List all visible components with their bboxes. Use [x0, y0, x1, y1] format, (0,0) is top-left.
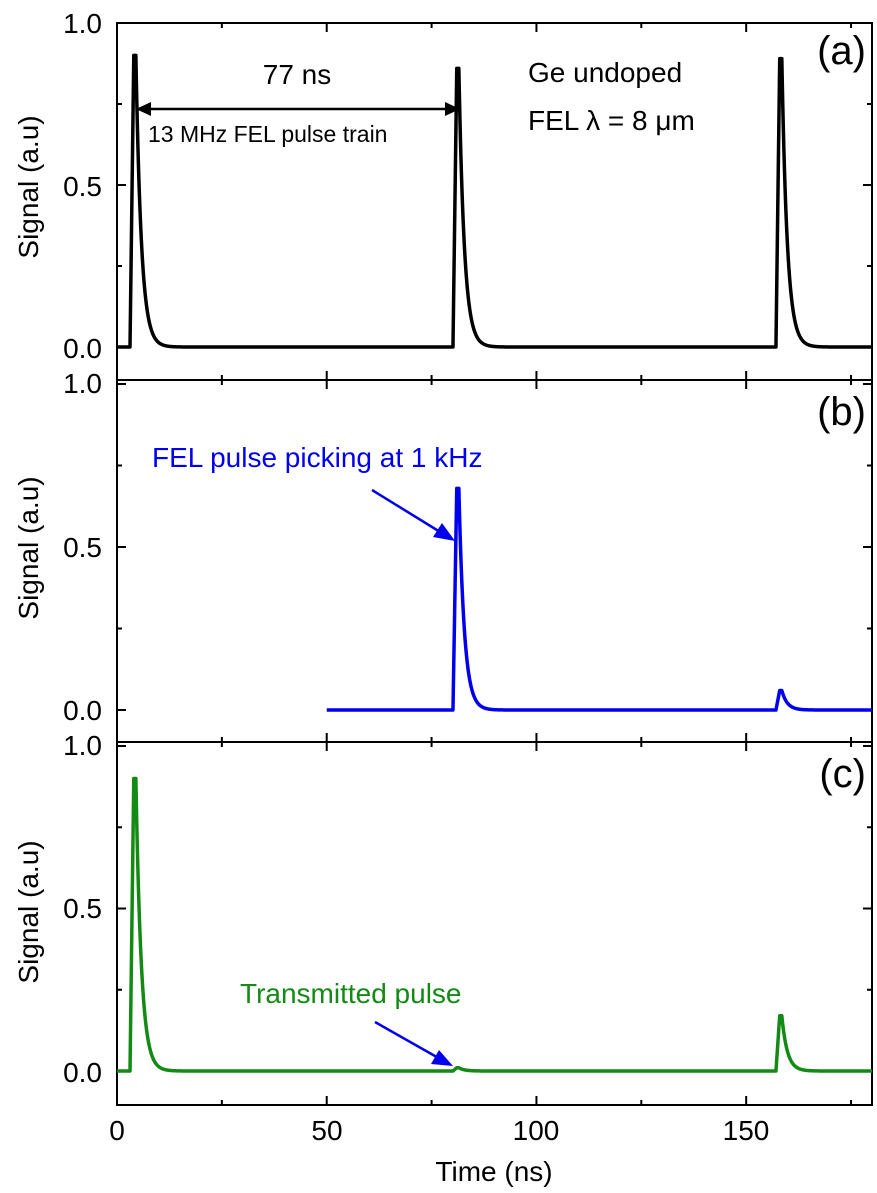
panel-a-ylabel: Signal (a.u) [13, 115, 44, 258]
panel-a-series-line [115, 53, 874, 349]
panel-c-ytick-2: 0.5 [63, 893, 102, 924]
panel-a-ytick-1: 1.0 [63, 8, 102, 39]
x-tick-label-1: 50 [311, 1115, 342, 1146]
x-axis-title: Time (ns) [435, 1156, 552, 1187]
panel-b-series-line [325, 486, 874, 712]
panel-c-transmitted-arrowhead [431, 1050, 453, 1066]
panel-c-transmitted-arrow [374, 1020, 443, 1062]
panel-a-sample-label: Ge undoped [528, 57, 682, 88]
panel-a-period-label: 77 ns [263, 59, 332, 90]
panel-a-frame [116, 22, 873, 381]
panel-a-ytick-2: 0.5 [63, 171, 102, 202]
panel-a-ytick-3: 0.0 [63, 333, 102, 364]
x-tick-label-0: 0 [109, 1115, 125, 1146]
panel-a-label: (a) [817, 29, 866, 73]
panel-a: 1.0 0.5 0.0 Signal (a.u) (a) 77 ns 13 MH… [13, 8, 874, 381]
panel-b-ytick-2: 0.5 [63, 532, 102, 563]
panel-b-ytick-3: 0.0 [63, 695, 102, 726]
panel-b-picking-arrowhead [433, 523, 455, 541]
panel-c-series-line [115, 776, 874, 1073]
panel-b-label: (b) [817, 390, 866, 434]
panel-b-ticks [116, 380, 872, 742]
panel-c-label: (c) [819, 752, 866, 796]
panel-b-ytick-1: 1.0 [63, 368, 102, 399]
panel-c-frame [116, 741, 873, 1106]
panel-a-wavelength-label: FEL λ = 8 μm [528, 105, 695, 136]
panel-c-ytick-1: 1.0 [63, 730, 102, 761]
panel-c-ylabel: Signal (a.u) [13, 840, 44, 983]
x-tick-label-2: 100 [513, 1115, 560, 1146]
panel-a-ticks [116, 22, 872, 380]
panel-b-ylabel: Signal (a.u) [13, 476, 44, 619]
panel-c-ticks [116, 742, 872, 1105]
panel-a-arrowhead-left [136, 102, 151, 116]
x-tick-label-3: 150 [723, 1115, 770, 1146]
panel-a-train-label: 13 MHz FEL pulse train [148, 121, 387, 147]
panel-b: 1.0 0.5 0.0 Signal (a.u) (b) FEL pulse p… [13, 368, 874, 743]
panel-c: 1.0 0.5 0.0 Signal (a.u) (c) Transmitted… [13, 730, 874, 1187]
panel-a-arrowhead-right [445, 102, 460, 116]
panel-b-frame [116, 379, 873, 743]
panel-b-picking-label: FEL pulse picking at 1 kHz [152, 442, 482, 473]
panel-c-ytick-3: 0.0 [63, 1057, 102, 1088]
panel-c-transmitted-label: Transmitted pulse [240, 978, 462, 1009]
panel-b-picking-arrow [371, 488, 446, 537]
